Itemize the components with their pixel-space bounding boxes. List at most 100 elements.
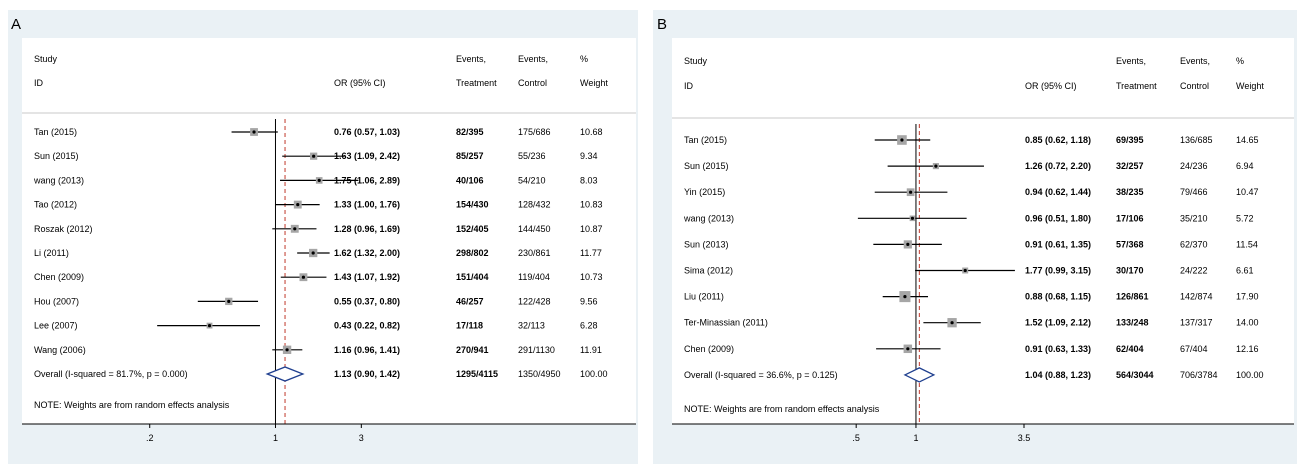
random-effects-note: NOTE: Weights are from random effects an… bbox=[34, 400, 230, 410]
study-label: Tan (2015) bbox=[684, 135, 727, 145]
study-weight-text: 10.87 bbox=[580, 224, 603, 234]
study-weight-text: 6.28 bbox=[580, 321, 598, 331]
study-point-estimate bbox=[311, 251, 315, 255]
study-weight-text: 10.73 bbox=[580, 272, 603, 282]
study-events-control: 230/861 bbox=[518, 248, 551, 258]
study-label: Yin (2015) bbox=[684, 187, 725, 197]
study-or-ci-text: 1.62 (1.32, 2.00) bbox=[334, 248, 400, 258]
study-events-treatment: 17/106 bbox=[1116, 213, 1144, 223]
study-point-estimate bbox=[934, 164, 938, 168]
study-label: Wang (2006) bbox=[34, 345, 86, 355]
study-point-estimate bbox=[909, 190, 913, 194]
panel-b-plot-area bbox=[672, 38, 1294, 424]
study-events-treatment: 62/404 bbox=[1116, 344, 1144, 354]
header-weight-1: % bbox=[580, 54, 588, 64]
study-or-ci-text: 1.77 (0.99, 3.15) bbox=[1025, 266, 1091, 276]
study-label: Chen (2009) bbox=[34, 272, 84, 282]
header-id: ID bbox=[34, 78, 44, 88]
header-events-treatment-2: Treatment bbox=[456, 78, 497, 88]
study-or-ci-text: 0.91 (0.63, 1.33) bbox=[1025, 344, 1091, 354]
study-events-treatment: 40/106 bbox=[456, 175, 484, 185]
header-events-treatment-2: Treatment bbox=[1116, 81, 1157, 91]
study-or-ci-text: 0.43 (0.22, 0.82) bbox=[334, 321, 400, 331]
study-events-control: 35/210 bbox=[1180, 213, 1208, 223]
study-events-treatment: 151/404 bbox=[456, 272, 489, 282]
study-events-treatment: 69/395 bbox=[1116, 135, 1144, 145]
study-label: Sun (2013) bbox=[684, 239, 729, 249]
study-weight-text: 5.72 bbox=[1236, 213, 1254, 223]
study-point-estimate bbox=[252, 130, 256, 134]
x-axis-tick-label: 1 bbox=[913, 433, 918, 443]
study-point-estimate bbox=[296, 203, 300, 207]
study-events-control: 67/404 bbox=[1180, 344, 1208, 354]
x-axis-tick-label: 1 bbox=[273, 433, 278, 443]
header-events-treatment-1: Events, bbox=[456, 54, 486, 64]
study-weight-text: 10.83 bbox=[580, 200, 603, 210]
study-or-ci-text: 1.26 (0.72, 2.20) bbox=[1025, 161, 1091, 171]
study-weight-text: 17.90 bbox=[1236, 292, 1259, 302]
study-label: Lee (2007) bbox=[34, 321, 78, 331]
overall-events-treatment: 564/3044 bbox=[1116, 370, 1154, 380]
header-weight-1: % bbox=[1236, 56, 1244, 66]
study-events-treatment: 82/395 bbox=[456, 127, 484, 137]
header-study: Study bbox=[684, 56, 708, 66]
study-point-estimate bbox=[963, 268, 967, 273]
overall-or-ci-text: 1.13 (0.90, 1.42) bbox=[334, 369, 400, 379]
study-events-treatment: 298/802 bbox=[456, 248, 489, 258]
study-label: Sun (2015) bbox=[34, 151, 79, 161]
study-or-ci-text: 0.76 (0.57, 1.03) bbox=[334, 127, 400, 137]
overall-or-ci-text: 1.04 (0.88, 1.23) bbox=[1025, 370, 1091, 380]
panel-a-letter: A bbox=[11, 16, 21, 33]
study-events-treatment: 32/257 bbox=[1116, 161, 1144, 171]
study-weight-text: 11.91 bbox=[580, 345, 602, 355]
random-effects-note: NOTE: Weights are from random effects an… bbox=[684, 404, 880, 414]
study-point-estimate bbox=[903, 295, 907, 299]
header-events-control-2: Control bbox=[518, 78, 547, 88]
study-label: Hou (2007) bbox=[34, 296, 79, 306]
study-or-ci-text: 1.52 (1.09, 2.12) bbox=[1025, 318, 1091, 328]
study-point-estimate bbox=[906, 242, 910, 246]
header-or-ci: OR (95% CI) bbox=[334, 78, 386, 88]
study-label: Ter-Minassian (2011) bbox=[684, 318, 768, 328]
study-point-estimate bbox=[312, 154, 316, 158]
study-events-control: 32/113 bbox=[518, 321, 545, 331]
study-weight-text: 8.03 bbox=[580, 175, 598, 185]
study-or-ci-text: 1.63 (1.09, 2.42) bbox=[334, 151, 400, 161]
study-weight-text: 10.47 bbox=[1236, 187, 1259, 197]
study-events-control: 144/450 bbox=[518, 224, 551, 234]
study-events-control: 291/1130 bbox=[518, 345, 555, 355]
study-point-estimate bbox=[285, 348, 289, 352]
header-study: Study bbox=[34, 54, 58, 64]
study-point-estimate bbox=[301, 275, 306, 279]
panel-b-letter: B bbox=[657, 16, 667, 33]
overall-events-treatment: 1295/4115 bbox=[456, 369, 498, 379]
study-point-estimate bbox=[293, 227, 297, 231]
x-axis-tick-label: 3.5 bbox=[1018, 433, 1031, 443]
study-weight-text: 11.54 bbox=[1236, 239, 1258, 249]
study-weight-text: 12.16 bbox=[1236, 344, 1259, 354]
study-point-estimate bbox=[900, 138, 904, 142]
study-weight-text: 11.77 bbox=[580, 248, 602, 258]
study-events-treatment: 133/248 bbox=[1116, 318, 1149, 328]
study-or-ci-text: 1.43 (1.07, 1.92) bbox=[334, 272, 400, 282]
study-events-control: 136/685 bbox=[1180, 135, 1213, 145]
study-label: Roszak (2012) bbox=[34, 224, 93, 234]
x-axis-tick-label: .5 bbox=[852, 433, 860, 443]
header-events-control-1: Events, bbox=[1180, 56, 1210, 66]
x-axis-tick-label: 3 bbox=[359, 433, 364, 443]
panel-a-plot-area bbox=[22, 38, 636, 424]
overall-diamond bbox=[265, 366, 305, 382]
study-events-treatment: 154/430 bbox=[456, 200, 489, 210]
x-axis-tick-label: .2 bbox=[146, 433, 154, 443]
study-label: Tan (2015) bbox=[34, 127, 77, 137]
study-or-ci-text: 0.85 (0.62, 1.18) bbox=[1025, 135, 1091, 145]
header-or-ci: OR (95% CI) bbox=[1025, 81, 1077, 91]
header-events-control-1: Events, bbox=[518, 54, 548, 64]
overall-label: Overall (I-squared = 81.7%, p = 0.000) bbox=[34, 369, 188, 379]
study-events-treatment: 38/235 bbox=[1116, 187, 1144, 197]
study-or-ci-text: 0.96 (0.51, 1.80) bbox=[1025, 213, 1091, 223]
study-weight-text: 9.56 bbox=[580, 296, 598, 306]
study-events-treatment: 85/257 bbox=[456, 151, 484, 161]
study-or-ci-text: 1.33 (1.00, 1.76) bbox=[334, 200, 400, 210]
overall-weight-text: 100.00 bbox=[580, 369, 608, 379]
